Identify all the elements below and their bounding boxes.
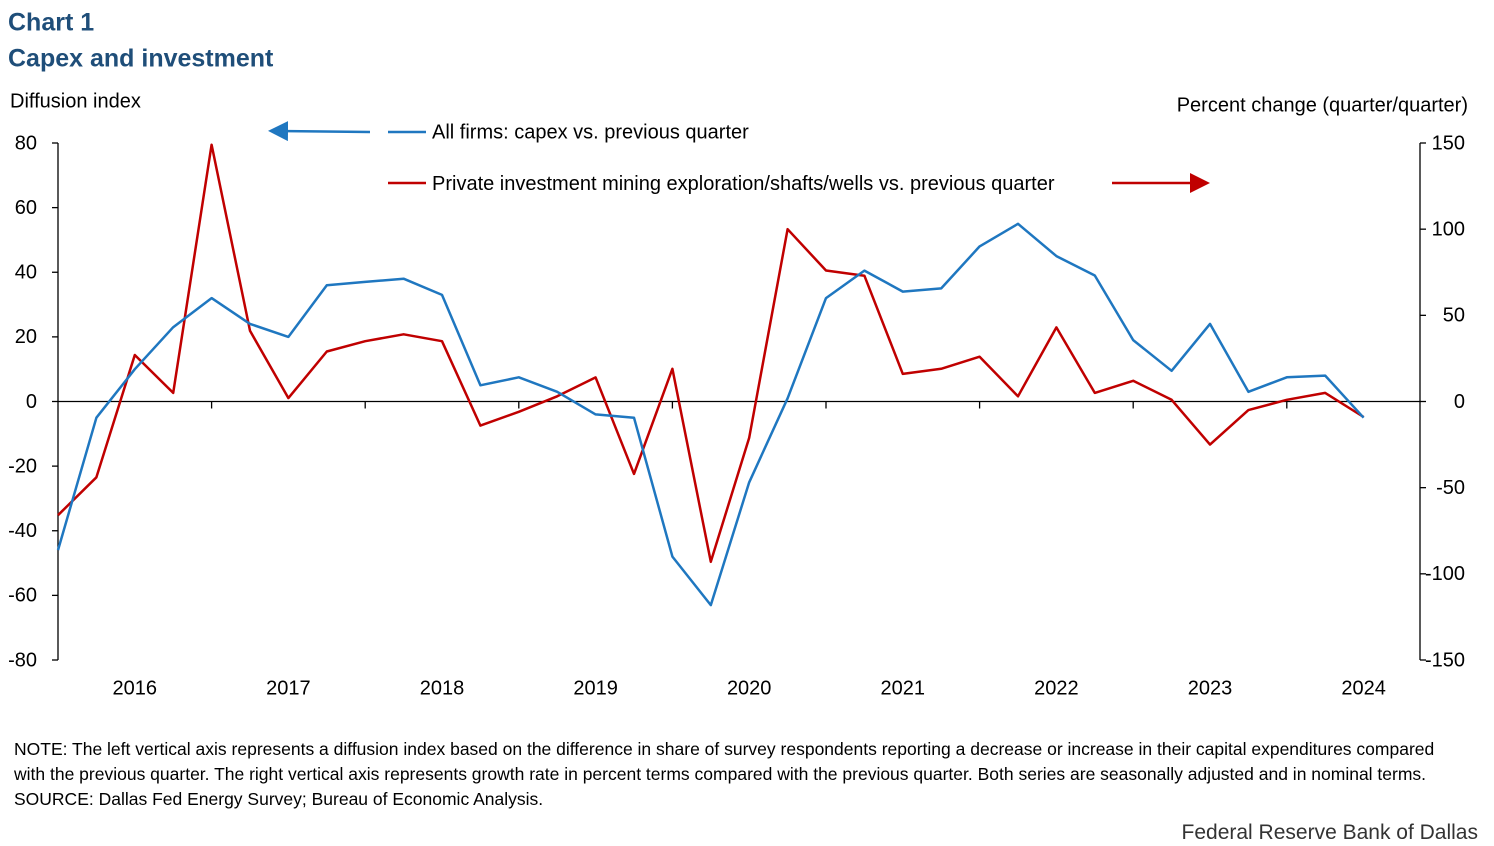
y2-tick-label: 0 bbox=[1454, 391, 1465, 413]
x-tick-label: 2016 bbox=[113, 677, 158, 699]
series-line bbox=[56, 222, 1365, 607]
legend-label: Private investment mining exploration/sh… bbox=[432, 173, 1055, 195]
x-tick-label: 2020 bbox=[727, 677, 772, 699]
series-line bbox=[57, 143, 1365, 564]
chart-title: Chart 1 bbox=[8, 9, 94, 37]
credit: Federal Reserve Bank of Dallas bbox=[1181, 821, 1478, 844]
y2-tick-label: 50 bbox=[1443, 305, 1465, 327]
y-tick-label: 40 bbox=[15, 262, 37, 284]
y-tick-label: -40 bbox=[8, 520, 37, 542]
y-tick-label: -60 bbox=[8, 585, 37, 607]
y2-tick-label: 150 bbox=[1432, 132, 1465, 154]
x-tick-label: 2017 bbox=[266, 677, 311, 699]
y-axis-label: Diffusion index bbox=[10, 90, 141, 112]
y-tick-label: -20 bbox=[8, 455, 37, 477]
legend-arrow bbox=[268, 121, 371, 142]
legend-label: All firms: capex vs. previous quarter bbox=[432, 121, 749, 143]
y2-tick-label: -150 bbox=[1425, 649, 1465, 671]
x-tick-label: 2018 bbox=[420, 677, 465, 699]
y-tick-label: -80 bbox=[8, 649, 37, 671]
y-tick-label: 20 bbox=[15, 326, 37, 348]
y-tick-label: 80 bbox=[15, 132, 37, 154]
y2-tick-label: -100 bbox=[1425, 563, 1465, 585]
y2-axis-label: Percent change (quarter/quarter) bbox=[1177, 94, 1468, 116]
y2-tick-label: 100 bbox=[1432, 218, 1465, 240]
note: NOTE: The left vertical axis represents … bbox=[14, 739, 1435, 784]
x-tick-label: 2019 bbox=[573, 677, 618, 699]
x-tick-label: 2021 bbox=[881, 677, 926, 699]
y-tick-label: 60 bbox=[15, 197, 37, 219]
y-tick-label: 0 bbox=[26, 391, 37, 413]
notes: NOTE: The left vertical axis represents … bbox=[14, 737, 1454, 812]
x-tick-label: 2022 bbox=[1034, 677, 1079, 699]
x-tick-label: 2023 bbox=[1188, 677, 1233, 699]
chart-subtitle: Capex and investment bbox=[8, 45, 274, 73]
y2-tick-label: -50 bbox=[1436, 477, 1465, 499]
x-tick-label: 2024 bbox=[1341, 677, 1386, 699]
source: SOURCE: Dallas Fed Energy Survey; Bureau… bbox=[14, 789, 544, 809]
